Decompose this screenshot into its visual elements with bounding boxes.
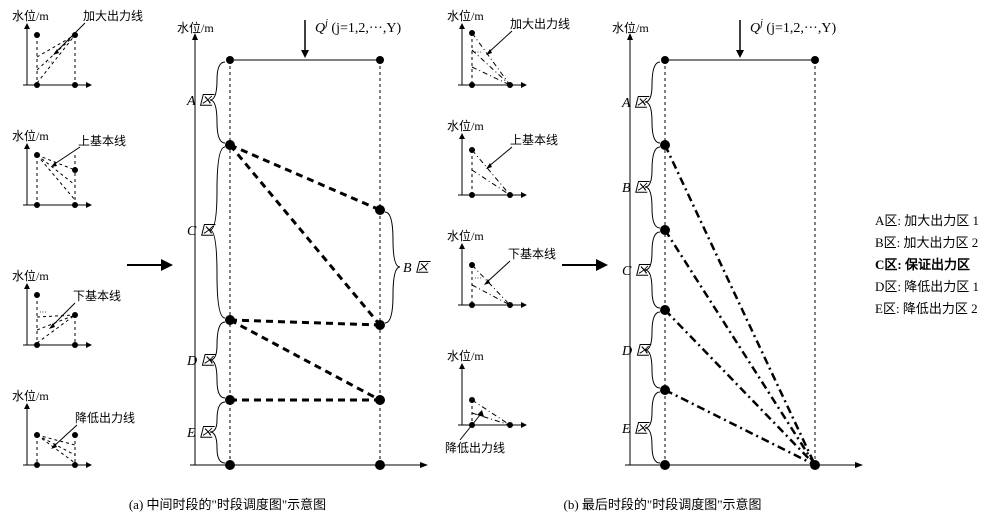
main-chart-a: 水位/m Qj (j=1,2,···,Y) <box>185 30 445 490</box>
legend-entry: B区: 加大出力区 2 <box>875 232 979 254</box>
caption-b: (b) 最后时段的"时段调度图"示意图 <box>445 494 990 513</box>
mini-label: 降低出力线 <box>75 411 135 425</box>
mini-chart-a3: 水位/m ··· 下基本线 <box>15 275 90 350</box>
zone-label: C 区 <box>187 224 216 239</box>
svg-text:···: ··· <box>474 48 482 57</box>
mini-label: 降低出力线 <box>445 441 505 455</box>
axis-label: 水位/m <box>447 8 484 23</box>
caption-a: (a) 中间时段的"时段调度图"示意图 <box>10 494 445 513</box>
panel-a: 水位/m ··· 加大出力线 水位/m 上基本线 <box>10 10 445 513</box>
legend-entry: D区: 降低出力区 1 <box>875 276 979 298</box>
mini-label: 下基本线 <box>508 247 556 261</box>
axis-label: 水位/m <box>12 388 49 403</box>
mini-label: 上基本线 <box>78 134 126 148</box>
mini-label: 下基本线 <box>73 289 121 303</box>
legend-entry: E区: 降低出力区 2 <box>875 298 979 320</box>
zone-label: B 区 <box>622 181 650 196</box>
zone-label: E 区 <box>621 422 650 437</box>
arrow-icon <box>560 255 610 275</box>
svg-text:···: ··· <box>474 274 482 283</box>
axis-label: 水位/m <box>12 128 49 143</box>
zone-label: C 区 <box>622 264 651 279</box>
axis-label: 水位/m <box>612 20 649 35</box>
mini-chart-b3: 水位/m ··· 下基本线 <box>450 235 525 310</box>
mini-label: 加大出力线 <box>83 9 143 23</box>
svg-text:···: ··· <box>45 58 53 67</box>
arrow-icon <box>125 255 175 275</box>
panel-b: 水位/m ··· 加大出力线 水位/m 上基本线 水位/m <box>445 10 990 513</box>
zone-label: E 区 <box>186 426 215 441</box>
diagram-container: 水位/m ··· 加大出力线 水位/m 上基本线 <box>10 10 990 513</box>
svg-text:···: ··· <box>39 308 47 317</box>
main-chart-b: 水位/m Qj (j=1,2,···,Y) A 区 B 区 <box>620 30 880 490</box>
zone-label: D 区 <box>621 344 652 359</box>
zone-label: B 区 <box>403 261 431 276</box>
axis-label: 水位/m <box>177 20 214 35</box>
axis-label: 水位/m <box>447 348 484 363</box>
zone-label: A 区 <box>621 96 650 111</box>
mini-chart-a2: 水位/m 上基本线 <box>15 135 90 210</box>
axis-label: 水位/m <box>12 268 49 283</box>
axis-label: 水位/m <box>447 118 484 133</box>
mini-chart-a4: 水位/m 降低出力线 <box>15 395 90 470</box>
mini-chart-a1: 水位/m ··· 加大出力线 <box>15 15 90 90</box>
legend-entry: A区: 加大出力区 1 <box>875 210 979 232</box>
mini-chart-b1: 水位/m ··· 加大出力线 <box>450 15 525 90</box>
mini-label: 上基本线 <box>510 133 558 147</box>
mini-chart-b2: 水位/m 上基本线 <box>450 125 525 200</box>
axis-label: 水位/m <box>12 8 49 23</box>
mini-chart-b4: 水位/m 降低出力线 <box>450 355 525 430</box>
legend-entry: C区: 保证出力区 <box>875 254 979 276</box>
inflow-label: Qj (j=1,2,···,Y) <box>315 18 401 36</box>
inflow-label: Qj (j=1,2,···,Y) <box>750 18 836 36</box>
zone-label: D 区 <box>186 354 217 369</box>
zone-label: A 区 <box>186 94 215 109</box>
axis-label: 水位/m <box>447 228 484 243</box>
legend: A区: 加大出力区 1 B区: 加大出力区 2 C区: 保证出力区 D区: 降低… <box>875 210 979 320</box>
mini-label: 加大出力线 <box>510 17 570 31</box>
